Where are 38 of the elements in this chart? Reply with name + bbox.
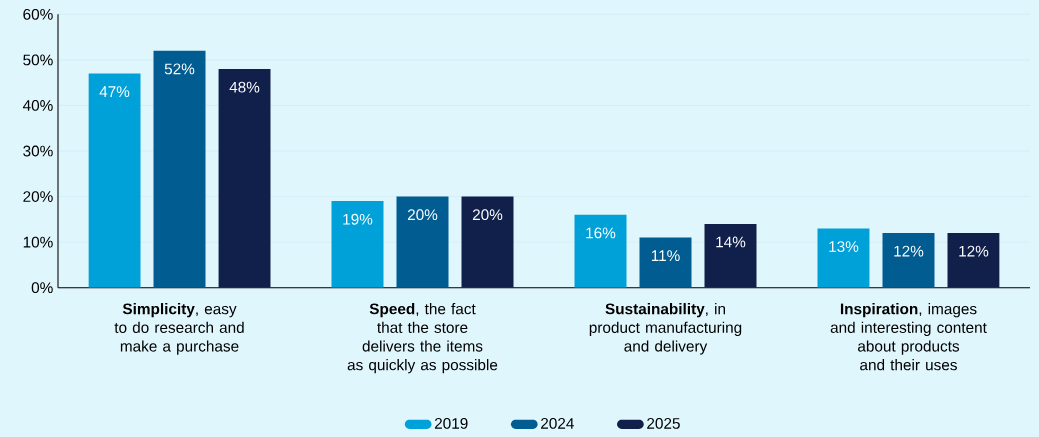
data-label: 13% [829,241,859,253]
data-label: 14% [716,236,746,248]
bar [88,73,141,288]
bar [461,196,514,288]
data-label: 16% [586,227,616,239]
bar [153,50,206,288]
data-label: 19% [343,213,373,225]
data-label: 12% [894,245,924,257]
y-tick-label: 10% [23,236,53,248]
bar [331,201,384,288]
legend-label: 2025 [647,417,680,429]
data-label: 52% [164,63,195,75]
y-tick-label: 30% [23,145,53,157]
bar [574,214,627,288]
data-label: 12% [959,245,989,257]
legend-label: 2019 [434,417,468,429]
bar [639,237,692,288]
y-tick-label: 0% [31,282,53,294]
x-tick-label: Speed, the fact that the store delivers the items as quickly as possible [347,303,498,374]
bar [947,233,1000,288]
x-tick-label: Inspiration, images and interesting content about products and their uses [830,303,987,371]
x-tick-label: Simplicity, easy to do research and make a purchase [114,303,244,355]
y-tick-label: 20% [23,191,53,202]
data-label: 48% [229,81,260,93]
data-label: 20% [407,209,438,221]
bar [218,69,271,288]
x-tick-label: Sustainability, in product manufacturing and delivery [589,303,742,355]
bar [882,233,935,288]
y-tick-label: 60% [23,8,53,20]
bar [817,228,870,288]
data-label: 47% [99,86,130,97]
data-label: 11% [651,250,680,261]
bar [396,196,449,288]
bar [704,223,757,288]
y-tick-label: 40% [22,100,53,111]
data-label: 20% [472,209,503,221]
legend-label: 2024 [541,417,574,429]
y-tick-label: 50% [23,54,53,66]
